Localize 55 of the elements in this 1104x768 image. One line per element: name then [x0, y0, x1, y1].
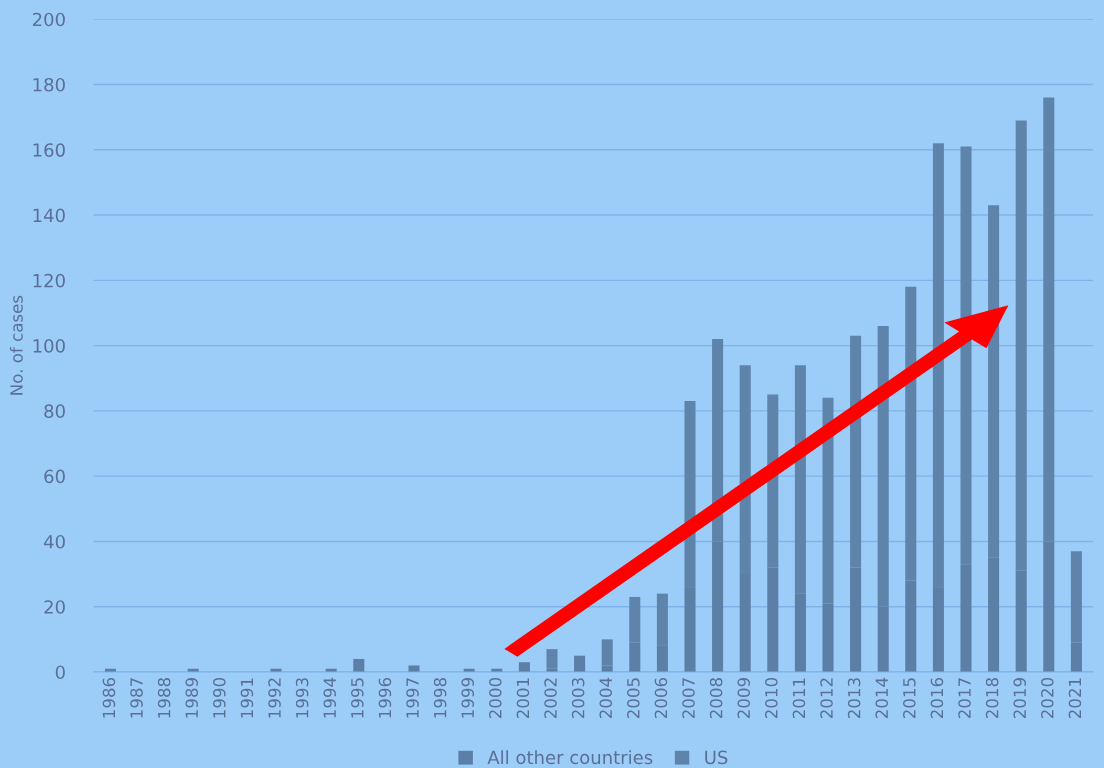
y-tick-label: 100 [33, 339, 65, 353]
legend-label: All other countries [487, 750, 653, 765]
x-tick-label: 2013 [847, 678, 861, 719]
x-tick-label: 1992 [268, 678, 281, 718]
x-tick-label: 2000 [489, 677, 502, 719]
y-tick-label: 40 [43, 534, 65, 549]
x-tick-label: 2012 [820, 678, 833, 719]
y-axis-title: No. of cases [9, 295, 23, 395]
x-tick-label: 2001 [516, 678, 530, 719]
x-tick-label: 2005 [627, 678, 640, 719]
y-tick-label: 20 [44, 600, 65, 614]
x-tick-label: 2002 [544, 678, 557, 719]
x-tick-label: 1996 [378, 677, 392, 718]
x-tick-label: 1991 [240, 678, 254, 718]
x-tick-label: 2019 [1013, 678, 1027, 719]
y-tick-label: 0 [55, 665, 65, 680]
x-tick-label: 2011 [792, 678, 806, 719]
x-tick-label: 2017 [958, 678, 971, 719]
x-tick-label: 2003 [571, 678, 585, 719]
bar [353, 658, 365, 672]
y-tick-label: 120 [33, 273, 65, 288]
x-tick-label: 2010 [765, 677, 778, 719]
y-tick-label: 140 [33, 208, 65, 223]
y-tick-label: 80 [44, 404, 65, 418]
x-tick-label: 2006 [654, 677, 668, 719]
x-tick-label: 2015 [903, 678, 916, 719]
x-tick-label: 2007 [682, 678, 695, 719]
x-tick-label: 1995 [351, 678, 364, 718]
x-tick-label: 2008 [709, 678, 723, 719]
y-tick-label: 200 [32, 12, 65, 27]
bar [546, 649, 558, 669]
y-tick-label: 180 [33, 77, 65, 92]
x-tick-label: 1989 [185, 678, 199, 718]
bar [574, 655, 586, 672]
x-tick-label: 1990 [213, 677, 226, 718]
x-tick-label: 2020 [1041, 677, 1054, 719]
x-tick-label: 2014 [875, 677, 889, 719]
legend-label: US [705, 750, 728, 765]
x-tick-label: 2018 [985, 678, 999, 719]
x-tick-label: 2009 [737, 678, 751, 719]
x-tick-label: 1994 [323, 677, 337, 718]
x-tick-label: 1999 [461, 678, 475, 718]
x-tick-label: 2021 [1068, 678, 1082, 719]
y-tick-label: 60 [44, 469, 65, 484]
x-tick-label: 2016 [930, 677, 944, 719]
x-tick-label: 1997 [406, 678, 419, 718]
x-tick-label: 1986 [102, 677, 116, 718]
x-tick-label: 2004 [599, 677, 613, 719]
x-tick-label: 1998 [433, 678, 447, 718]
x-tick-label: 1993 [295, 678, 309, 718]
bar [518, 662, 530, 672]
y-tick-label: 160 [33, 143, 65, 157]
bar [408, 665, 420, 672]
x-tick-label: 1987 [130, 678, 143, 718]
x-tick-label: 1988 [157, 678, 171, 718]
